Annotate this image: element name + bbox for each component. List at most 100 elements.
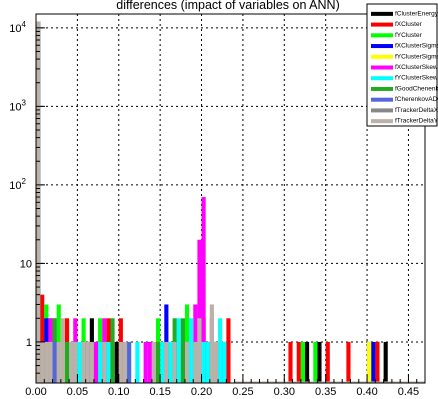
histogram-bar: [56, 341, 61, 383]
histogram-bar: [164, 341, 169, 383]
x-tick-label: 0.20: [191, 386, 212, 398]
histogram-bar: [180, 318, 185, 383]
histogram-bar: [143, 341, 148, 383]
legend-entry-label: fYCluster: [395, 32, 423, 39]
x-tick-label: 0.45: [398, 386, 419, 398]
histogram-bar: [300, 341, 305, 383]
histogram-bar: [156, 341, 161, 383]
y-tick-label: 1: [26, 337, 32, 349]
histogram-bar: [383, 341, 388, 383]
histogram-bar: [135, 341, 140, 383]
x-tick-label: 0.05: [67, 386, 88, 398]
histogram-bar: [197, 318, 202, 383]
chart-title: differences (impact of variables on ANN): [116, 0, 339, 12]
legend-entry-label: fXCluster: [395, 21, 423, 28]
histogram-bar: [346, 341, 351, 383]
histogram-bar: [313, 341, 318, 383]
histogram-bar: [106, 341, 111, 383]
histogram-bar: [184, 341, 190, 383]
histogram-bar: [317, 341, 322, 383]
legend-swatch: [371, 11, 393, 16]
legend-swatch: [371, 65, 393, 70]
x-tick-label: 0.25: [232, 386, 253, 398]
legend-swatch: [371, 119, 393, 124]
histogram-bar: [77, 341, 82, 383]
histogram-bar: [172, 341, 177, 383]
legend-swatch: [371, 33, 393, 38]
histogram-bar: [73, 341, 78, 383]
histogram-bar: [304, 341, 310, 383]
histogram-bar: [197, 239, 202, 383]
y-tick-exponent: 3: [22, 98, 27, 107]
y-tick-label: 10: [20, 258, 32, 270]
histogram-bar: [189, 318, 194, 383]
legend-swatch: [371, 108, 393, 113]
histogram-bar: [209, 304, 214, 383]
legend-entry-label: fXClusterSkew: [395, 64, 438, 71]
histogram-bar: [69, 341, 74, 383]
histogram-bar: [201, 197, 206, 383]
histogram-bar: [98, 341, 103, 383]
legend-entry-label: fTrackerDeltaY: [395, 118, 438, 125]
x-tick-label: 0.00: [25, 386, 46, 398]
histogram-bar: [288, 341, 293, 383]
histogram-bar: [213, 341, 219, 383]
legend-swatch: [371, 76, 393, 81]
x-tick-label: 0.40: [356, 386, 377, 398]
histogram-bar: [81, 341, 86, 383]
x-tick-label: 0.30: [274, 386, 295, 398]
histogram-bar: [52, 341, 57, 383]
histogram-bar: [118, 341, 123, 383]
histogram-bar: [89, 341, 94, 383]
histogram-bar: [193, 341, 198, 383]
histogram-bar: [371, 341, 376, 383]
legend-entry-label: fClusterEnergy: [395, 10, 438, 17]
histogram-bar: [218, 318, 223, 383]
histogram-bar: [48, 341, 53, 383]
legend-entry-label: fTrackerDeltaX: [395, 107, 438, 114]
histogram-bar: [60, 318, 65, 383]
histogram-bar: [367, 341, 372, 383]
legend-swatch: [371, 86, 393, 91]
histogram-bar: [151, 341, 157, 383]
histogram-bar: [93, 341, 99, 383]
histogram-bar: [168, 341, 173, 383]
histogram-bar: [160, 341, 165, 383]
histogram-bar: [375, 341, 380, 383]
histogram-bar: [64, 341, 70, 383]
histogram-bar: [44, 341, 49, 383]
legend-entry-label: fXClusterSigma: [395, 43, 438, 50]
histogram-bar: [222, 341, 227, 383]
histogram-bar: [122, 341, 128, 383]
plot-frame: [35, 13, 426, 384]
histogram-bar: [176, 318, 181, 383]
x-tick-label: 0.10: [108, 386, 129, 398]
legend-swatch: [371, 97, 393, 102]
histogram-bar: [85, 341, 90, 383]
y-tick-exponent: 2: [22, 177, 27, 186]
histogram-bar: [226, 318, 231, 383]
y-tick-exponent: 4: [22, 20, 27, 29]
histogram-bar: [296, 341, 301, 383]
histogram-bar: [205, 341, 210, 383]
x-tick-label: 0.35: [315, 386, 336, 398]
legend-entry-label: fGoodChenenkovHit: [395, 85, 438, 92]
histogram-bar: [40, 294, 45, 383]
x-tick-label: 0.15: [149, 386, 170, 398]
histogram-bar: [114, 341, 119, 383]
legend-swatch: [371, 54, 393, 59]
legend-entry-label: fCherenkovADC: [395, 96, 438, 103]
histogram-bar: [201, 341, 206, 383]
histogram-bar: [147, 341, 152, 383]
histogram-bar: [110, 318, 115, 383]
legend-swatch: [371, 44, 393, 49]
legend-swatch: [371, 22, 393, 27]
histogram-bar: [40, 341, 45, 383]
legend-entry-label: fYClusterSkew: [395, 75, 438, 82]
legend: fClusterEnergy fXCluster fYCluster fXCluste…: [366, 3, 438, 127]
legend-entry-label: fYClusterSigma: [395, 53, 438, 60]
histogram-bar: [102, 341, 107, 383]
histogram-bar: [127, 341, 132, 383]
histogram-bar: [325, 341, 330, 383]
